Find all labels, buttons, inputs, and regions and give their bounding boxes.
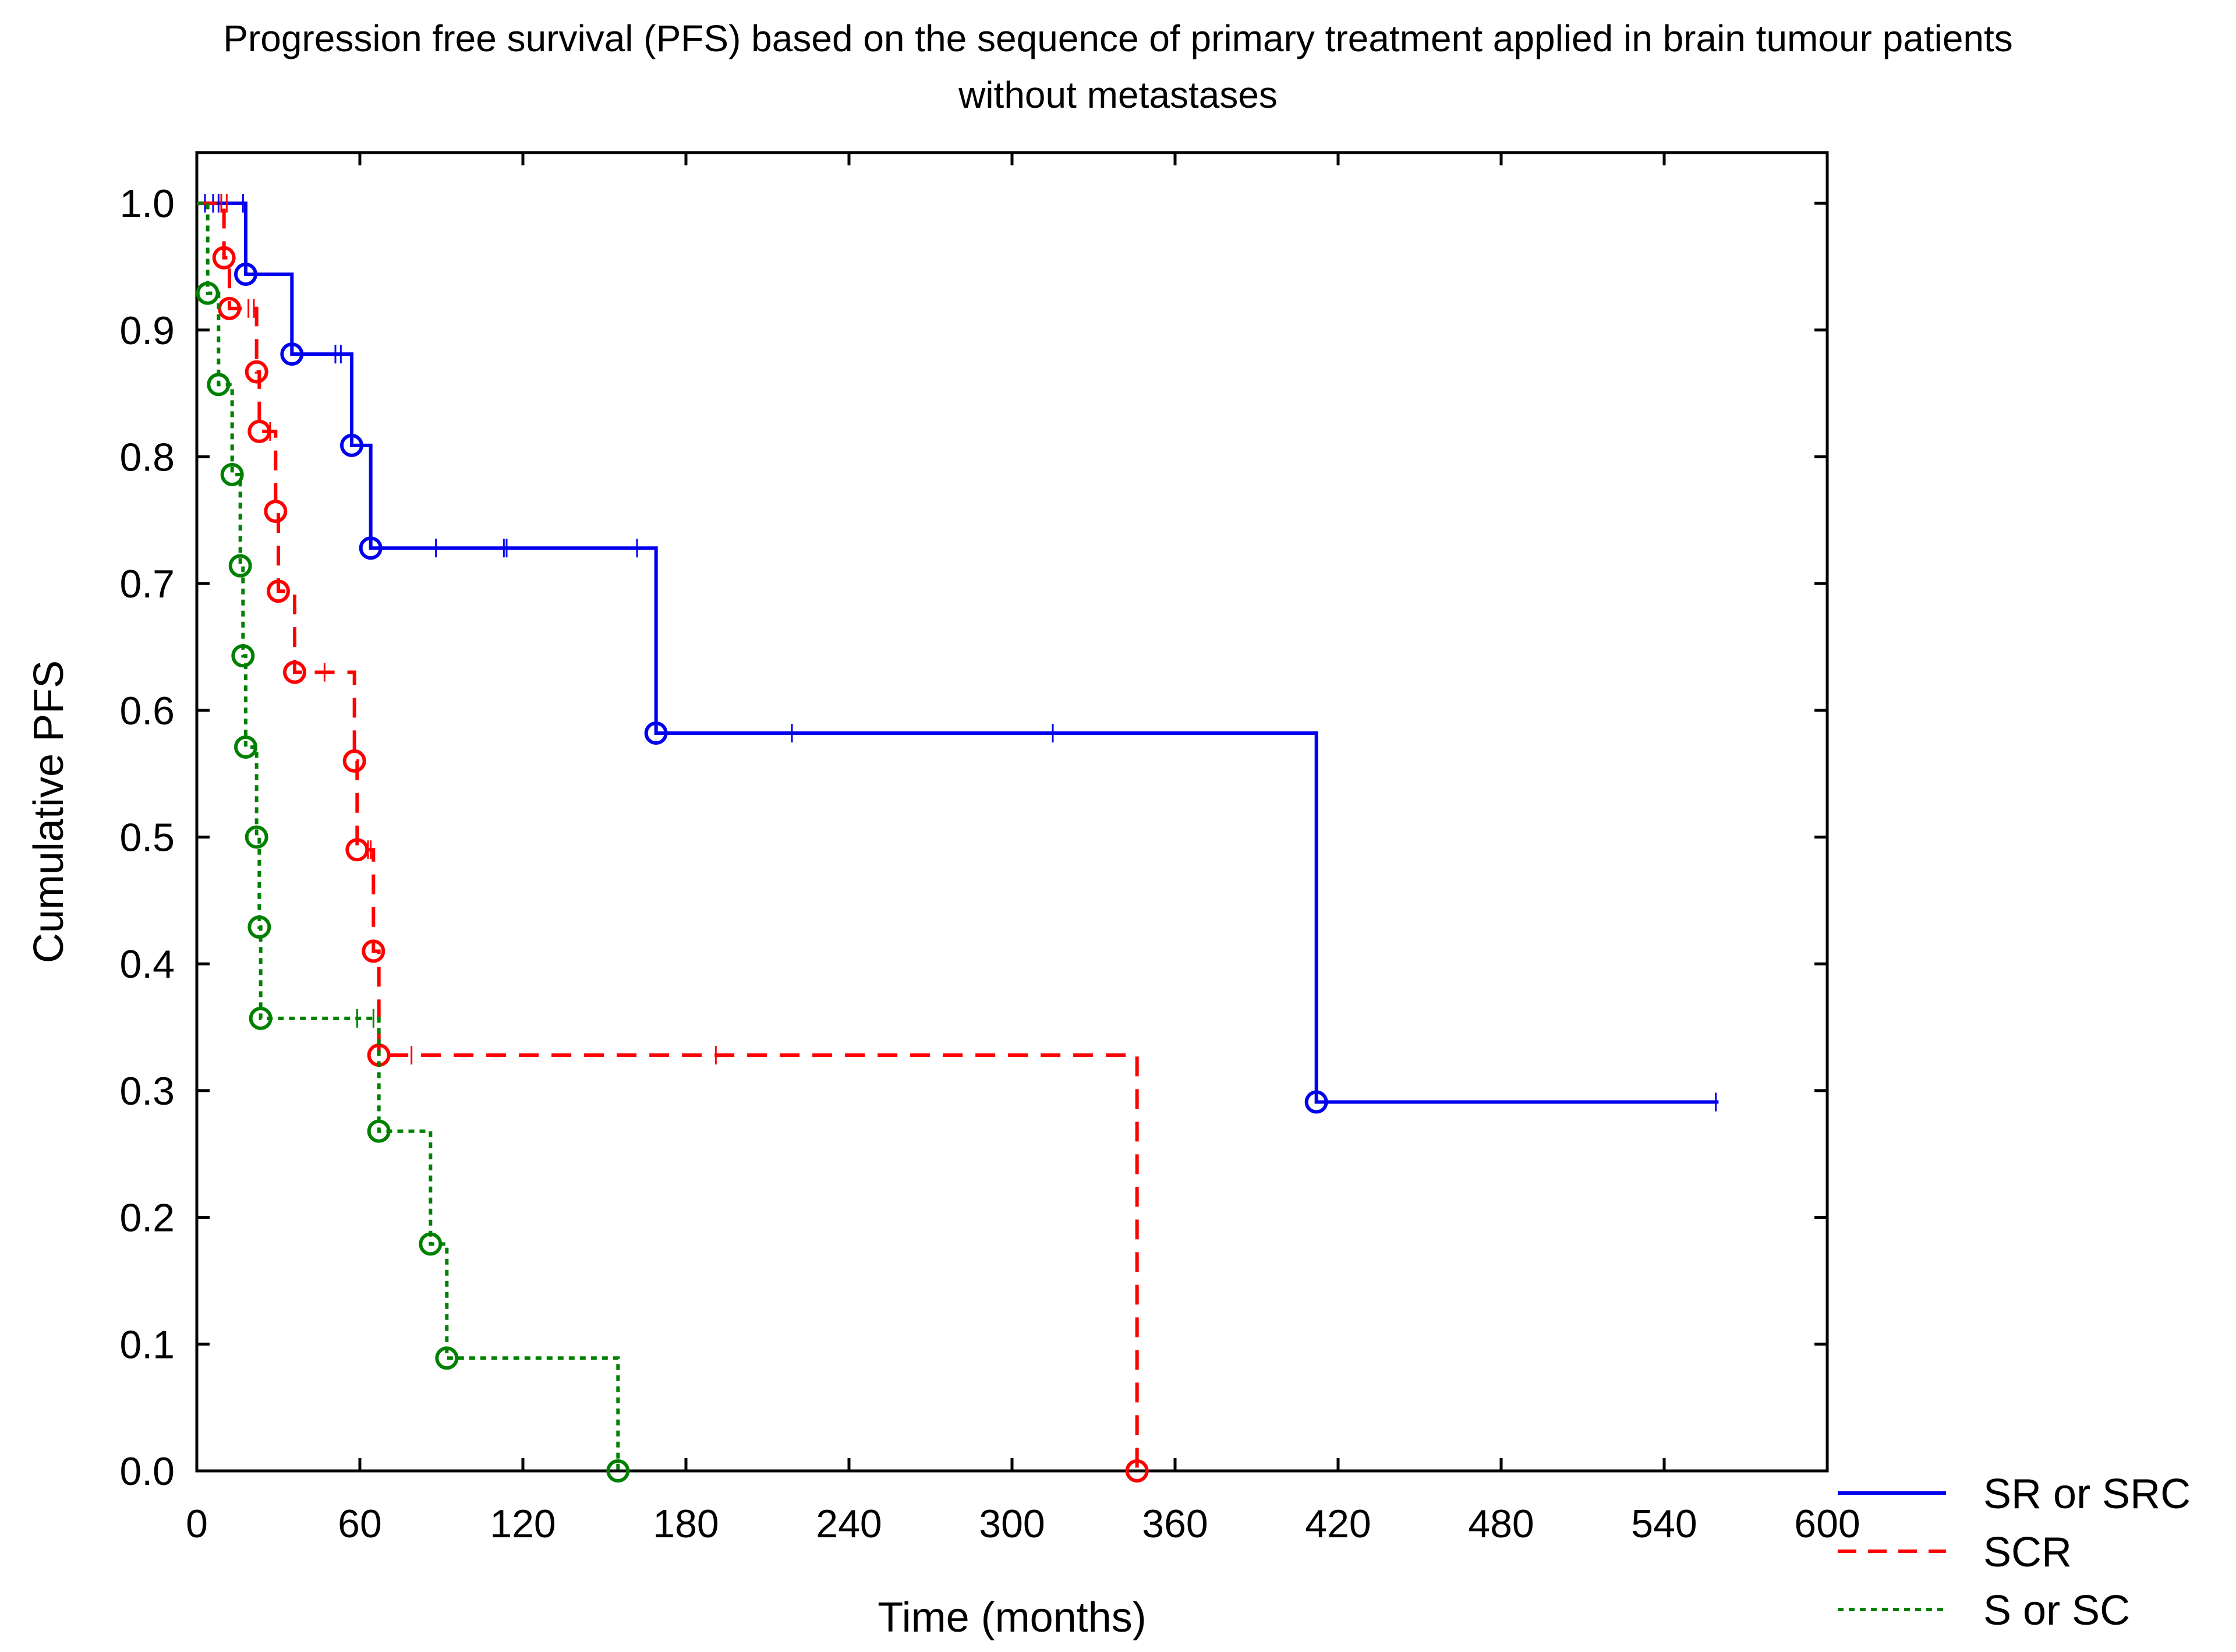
event-point-scr-5 — [267, 579, 290, 603]
event-point-s-or-sc-6 — [245, 825, 268, 849]
event-point-scr-7 — [342, 749, 366, 773]
series-line-scr — [197, 201, 1139, 1471]
event-point-s-or-sc-0 — [196, 281, 220, 305]
x-tick-label-8: 480 — [1468, 1502, 1534, 1546]
event-point-s-or-sc-2 — [220, 462, 244, 486]
event-point-scr-9 — [362, 939, 385, 963]
legend-label-s-or-sc: S or SC — [1983, 1587, 2130, 1634]
y-tick-label-8: 0.8 — [119, 435, 175, 479]
x-tick-label-0: 0 — [186, 1502, 208, 1546]
legend-item-s-or-sc: S or SC — [1838, 1587, 2130, 1634]
event-point-s-or-sc-1 — [207, 373, 231, 397]
legend-item-sr-or-src: SR or SRC — [1838, 1471, 2191, 1517]
y-tick-label-4: 0.4 — [119, 942, 175, 986]
chart-title-line-1: Progression free survival (PFS) based on… — [223, 17, 2013, 59]
y-axis-label: Cumulative PFS — [26, 660, 72, 963]
event-point-s-or-sc-11 — [435, 1346, 459, 1370]
x-tick-label-4: 240 — [816, 1502, 882, 1546]
event-point-s-or-sc-12 — [606, 1459, 630, 1483]
legend-label-scr: SCR — [1983, 1529, 2072, 1576]
x-tick-label-10: 600 — [1794, 1502, 1860, 1546]
x-tick-label-5: 300 — [979, 1502, 1045, 1546]
y-tick-label-1: 0.1 — [119, 1322, 175, 1367]
y-tick-label-5: 0.5 — [119, 816, 175, 860]
legend-item-scr: SCR — [1838, 1529, 2072, 1576]
x-tick-label-6: 360 — [1142, 1502, 1208, 1546]
event-point-sr-or-src-0 — [234, 262, 257, 286]
legend: SR or SRC SCR S or SC — [1838, 1471, 2191, 1634]
y-axis: 0.0 0.1 0.2 0.3 0.4 0.5 0.6 0.7 0.8 0.9 1.0 — [119, 182, 1827, 1494]
x-tick-label-2: 120 — [490, 1502, 556, 1546]
event-point-scr-4 — [264, 500, 288, 523]
x-axis-label: Time (months) — [878, 1594, 1146, 1641]
event-point-s-or-sc-10 — [419, 1232, 443, 1256]
x-tick-label-9: 540 — [1631, 1502, 1697, 1546]
event-point-scr-8 — [345, 838, 369, 862]
event-point-sr-or-src-2 — [340, 433, 363, 457]
series-layer — [196, 194, 1719, 1483]
series-s-or-sc — [196, 201, 630, 1483]
legend-label-sr-or-src: SR or SRC — [1983, 1471, 2191, 1517]
y-tick-label-7: 0.7 — [119, 562, 175, 606]
event-point-sr-or-src-1 — [280, 342, 304, 366]
y-tick-label-2: 0.2 — [119, 1196, 175, 1240]
event-point-s-or-sc-7 — [247, 915, 271, 939]
event-point-s-or-sc-9 — [367, 1119, 391, 1143]
event-point-s-or-sc-4 — [231, 644, 255, 668]
x-tick-label-1: 60 — [338, 1502, 382, 1546]
y-tick-label-10: 1.0 — [119, 182, 175, 226]
x-axis: 0 60 120 180 240 300 360 420 480 540 600 — [186, 153, 1860, 1546]
event-point-scr-2 — [245, 360, 268, 384]
event-point-s-or-sc-8 — [249, 1006, 273, 1030]
y-tick-label-6: 0.6 — [119, 689, 175, 733]
event-point-sr-or-src-4 — [644, 721, 668, 745]
series-sr-or-src — [197, 194, 1719, 1114]
x-tick-label-3: 180 — [653, 1502, 719, 1546]
event-point-sr-or-src-5 — [1304, 1090, 1328, 1114]
event-point-scr-3 — [247, 419, 271, 443]
event-point-s-or-sc-3 — [228, 554, 252, 578]
y-tick-label-9: 0.9 — [119, 309, 175, 353]
chart-title-line-2: without metastases — [958, 74, 1278, 116]
y-tick-label-3: 0.3 — [119, 1069, 175, 1113]
series-scr — [197, 194, 1149, 1483]
event-point-scr-6 — [283, 660, 306, 684]
x-tick-label-7: 420 — [1305, 1502, 1371, 1546]
y-tick-label-0: 0.0 — [119, 1449, 175, 1494]
event-point-scr-11 — [1125, 1459, 1149, 1483]
event-point-s-or-sc-5 — [234, 735, 257, 759]
event-point-sr-or-src-3 — [359, 536, 383, 560]
event-point-scr-0 — [212, 246, 236, 270]
